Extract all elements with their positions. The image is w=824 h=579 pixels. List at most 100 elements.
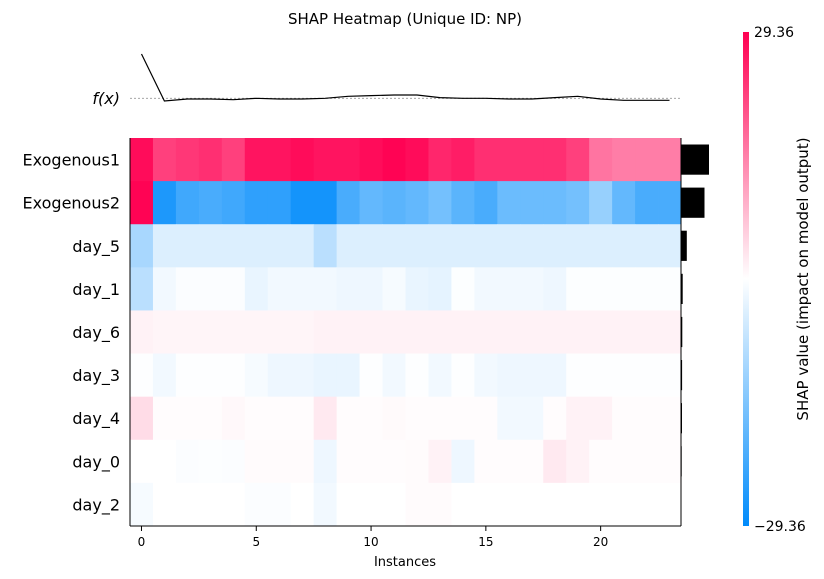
heatmap-cell [497, 181, 521, 225]
heatmap-cell [658, 353, 682, 398]
heatmap-cell [290, 439, 315, 484]
heatmap-cell [543, 138, 567, 182]
heatmap-cell [244, 353, 269, 398]
heatmap-cell [382, 353, 406, 398]
heatmap-cell [130, 396, 154, 441]
heatmap-cell [359, 181, 383, 225]
heatmap-cell [313, 181, 338, 225]
heatmap-cell [405, 267, 429, 311]
heatmap-cell [474, 482, 498, 527]
heatmap-cell [428, 396, 452, 441]
heatmap-cell [612, 482, 636, 527]
heatmap-cell [198, 439, 223, 484]
heatmap-cell [198, 267, 223, 311]
heatmap-cell [130, 181, 154, 225]
heatmap-cell [520, 396, 544, 441]
heatmap-cell [451, 267, 475, 311]
heatmap-cell [405, 396, 429, 441]
x-axis-label: Instances [374, 555, 436, 570]
importance-bar [681, 446, 682, 477]
heatmap-cell [612, 353, 636, 398]
heatmap-cell [359, 482, 383, 527]
x-tick-label: 10 [363, 535, 378, 549]
heatmap-cell [244, 482, 269, 527]
importance-bar [681, 403, 682, 434]
heatmap-cell [451, 482, 475, 527]
heatmap-cell [382, 224, 406, 268]
x-tick-label: 20 [593, 535, 608, 549]
heatmap-cell [520, 138, 544, 182]
heatmap-cell [428, 353, 452, 398]
heatmap-cell [382, 310, 406, 354]
heatmap-cell [267, 482, 292, 527]
heatmap-cell [198, 482, 223, 527]
heatmap-cell [520, 181, 544, 225]
heatmap-cell [635, 353, 659, 398]
heatmap-cell [658, 181, 682, 225]
heatmap-cell [658, 267, 682, 311]
heatmap-cell [635, 310, 659, 354]
heatmap-cell [520, 310, 544, 354]
heatmap-cell [497, 267, 521, 311]
heatmap-cell [198, 181, 223, 225]
heatmap-cell [382, 439, 406, 484]
heatmap-cell [290, 396, 315, 441]
heatmap-cell [359, 439, 383, 484]
heatmap-cell [451, 310, 475, 354]
heatmap-cell [267, 138, 292, 182]
heatmap-cell [566, 267, 590, 311]
heatmap-cell [152, 439, 177, 484]
heatmap-cell [566, 138, 590, 182]
heatmap-cell [175, 353, 200, 398]
colorbar-axis-label: SHAP value (impact on model output) [794, 137, 812, 420]
heatmap-cell [405, 310, 429, 354]
heatmap-cell [359, 224, 383, 268]
heatmap-cell [382, 267, 406, 311]
heatmap-cell [267, 310, 292, 354]
heatmap-cell [336, 310, 360, 354]
heatmap-cell [474, 181, 498, 225]
heatmap-cell [543, 396, 567, 441]
heatmap-cell [428, 138, 452, 182]
heatmap-cell [290, 310, 315, 354]
heatmap-cell [175, 181, 200, 225]
heatmap-cell [313, 310, 338, 354]
heatmap-cell [566, 396, 590, 441]
importance-bar [681, 187, 705, 218]
heatmap-cell [336, 482, 360, 527]
heatmap-cell [267, 353, 292, 398]
heatmap-cell [497, 482, 521, 527]
heatmap-cell [497, 224, 521, 268]
feature-label: day_2 [72, 495, 120, 515]
heatmap-cell [428, 267, 452, 311]
heatmap-cell [589, 482, 613, 527]
heatmap-cell [382, 138, 406, 182]
heatmap-cell [152, 224, 177, 268]
heatmap-cell [175, 439, 200, 484]
heatmap-cell [175, 267, 200, 311]
heatmap-cell [543, 310, 567, 354]
heatmap-cell [267, 224, 292, 268]
heatmap-cell [175, 396, 200, 441]
heatmap-cell [152, 482, 177, 527]
heatmap-cell [543, 224, 567, 268]
heatmap-cell [497, 396, 521, 441]
heatmap-cell [520, 353, 544, 398]
heatmap-cell [566, 310, 590, 354]
heatmap-cell [612, 181, 636, 225]
heatmap-cell [497, 138, 521, 182]
heatmap-cell [130, 439, 154, 484]
heatmap-cell [635, 267, 659, 311]
heatmap-cell [336, 267, 360, 311]
heatmap-cell [612, 138, 636, 182]
heatmap-cell [566, 181, 590, 225]
heatmap-cell [635, 181, 659, 225]
heatmap-cell [152, 396, 177, 441]
heatmap-cell [130, 310, 154, 354]
heatmap-cell [405, 482, 429, 527]
fx-series-line [140, 53, 670, 102]
fx-label: f(x) [92, 89, 120, 108]
heatmap-cell [244, 181, 269, 225]
heatmap-cell [313, 396, 338, 441]
